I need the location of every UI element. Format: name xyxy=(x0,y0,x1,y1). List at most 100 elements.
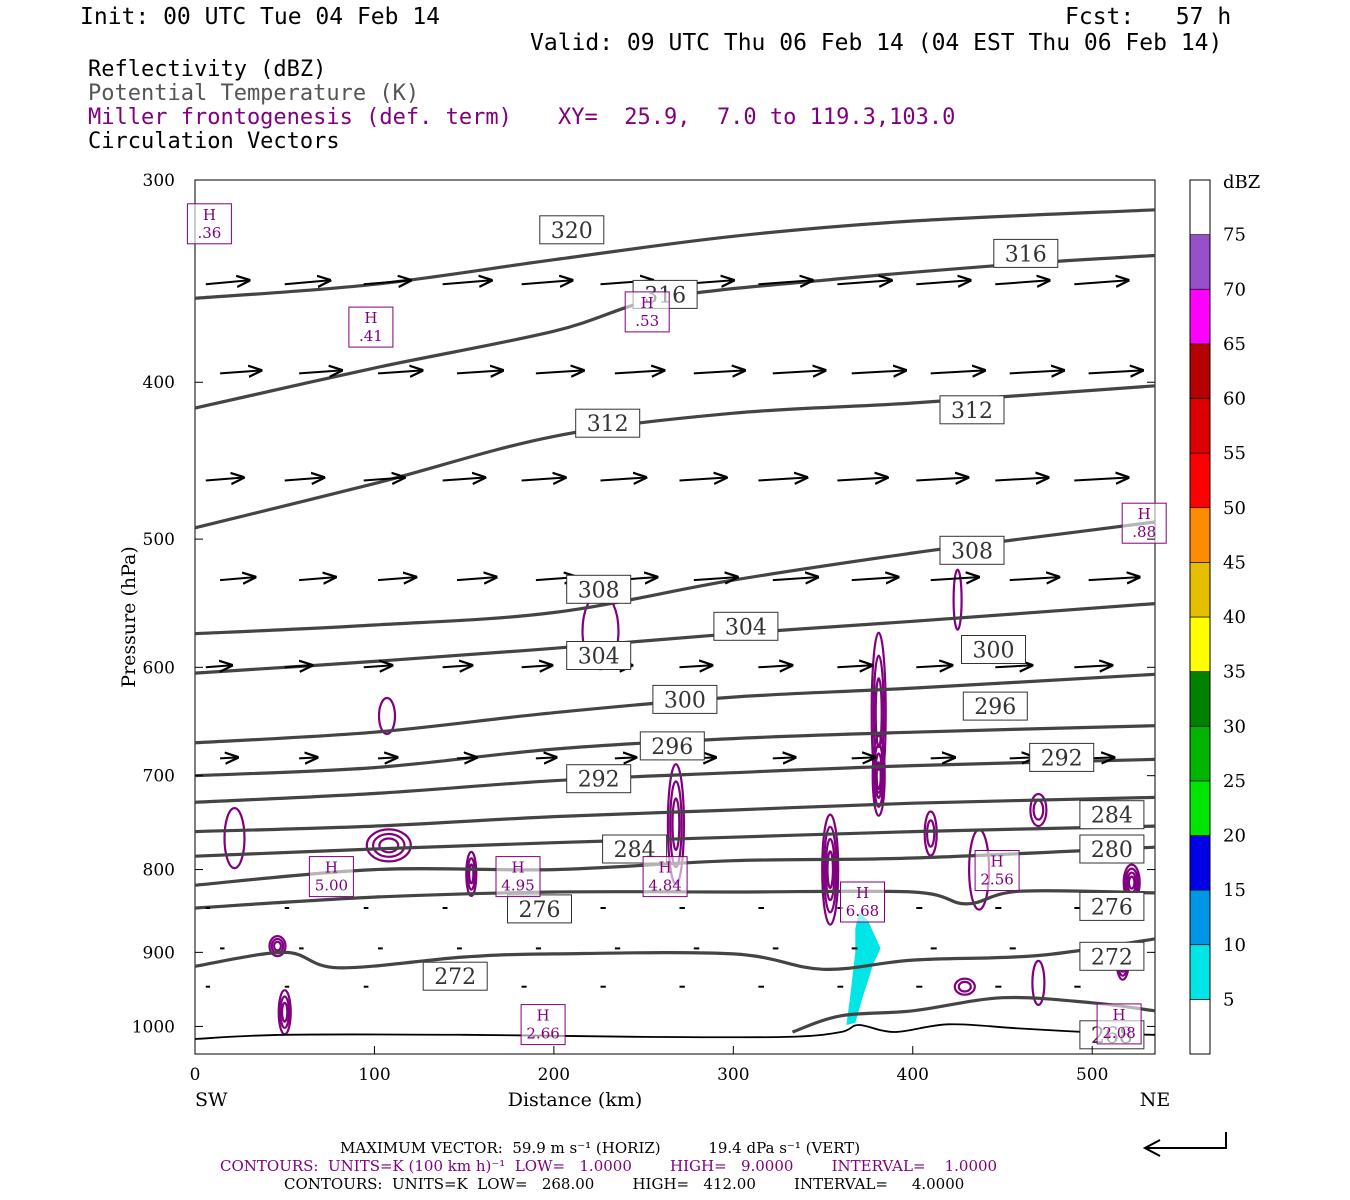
theta-label-312: 312 xyxy=(951,399,993,424)
x-end-label-ne: NE xyxy=(1140,1089,1171,1111)
y-tick-label-1000: 1000 xyxy=(132,1017,175,1037)
circulation-vector xyxy=(916,665,952,667)
colorbar-level-50: 50 xyxy=(1223,498,1246,519)
theta-label-box xyxy=(566,764,632,794)
colorbar-segment xyxy=(1189,507,1211,563)
circulation-vector xyxy=(851,370,906,373)
x-end-label-sw: SW xyxy=(195,1089,228,1111)
frontogenesis-contour-0-0 xyxy=(821,813,840,926)
x-tick-label-100: 100 xyxy=(358,1065,390,1085)
isentrope-288 xyxy=(194,795,1156,834)
colorbar-segment xyxy=(1189,179,1211,235)
theta-label-280: 280 xyxy=(1091,838,1133,863)
maximum-box xyxy=(1096,1003,1142,1045)
x-tick-label-0: 0 xyxy=(190,1065,201,1085)
maximum-box xyxy=(308,856,354,898)
maximum-h-label: H xyxy=(364,309,377,327)
circulation-vector xyxy=(535,370,584,373)
maximum-value-.41: .41 xyxy=(359,327,383,345)
maximum-h-label: H xyxy=(1138,505,1151,523)
circulation-vector xyxy=(220,577,255,580)
circulation-vector xyxy=(916,280,970,284)
circulation-vector xyxy=(1088,370,1143,373)
legend-miller: Miller frontogenesis (def. term) xyxy=(88,105,512,130)
x-tick-label-400: 400 xyxy=(897,1065,929,1085)
frontogenesis-contour-13-0 xyxy=(377,696,397,736)
circulation-vector xyxy=(1009,577,1059,580)
circulation-vector xyxy=(758,478,807,481)
frontogenesis-contour-3-2 xyxy=(671,797,681,852)
colorbar-segment xyxy=(1189,944,1211,1000)
legend-vectors: Circulation Vectors xyxy=(88,129,340,154)
circulation-vector xyxy=(614,370,664,373)
valid-time: Valid: 09 UTC Thu 06 Feb 14 (04 EST Thu … xyxy=(530,30,1223,56)
circulation-vector xyxy=(299,757,317,758)
frontogenesis-contour-10-2 xyxy=(273,940,283,952)
circulation-vector xyxy=(284,665,312,667)
colorbar-segment xyxy=(1189,616,1211,672)
circulation-vector xyxy=(679,478,727,481)
y-tick-label-800: 800 xyxy=(143,861,175,881)
maximum-box xyxy=(624,291,670,333)
colorbar-level-75: 75 xyxy=(1223,225,1246,246)
theta-label-box xyxy=(1079,941,1145,971)
circulation-vector xyxy=(377,757,397,758)
circulation-vector xyxy=(363,665,392,667)
frontogenesis-contour-11-0 xyxy=(465,850,478,898)
isentrope-276 xyxy=(194,889,1156,910)
y-tick-label-600: 600 xyxy=(143,658,175,678)
y-tick-label-400: 400 xyxy=(143,373,175,393)
maximum-h-label: H xyxy=(641,294,654,312)
theta-label-box xyxy=(1029,742,1095,772)
theta-label-box xyxy=(639,731,705,761)
maximum-value-.88: .88 xyxy=(1132,523,1156,541)
theta-label-312: 312 xyxy=(587,412,629,437)
circulation-vector xyxy=(363,478,405,481)
circulation-vector xyxy=(851,757,875,758)
circulation-vector xyxy=(837,280,891,284)
circulation-vector xyxy=(363,280,411,284)
maximum-box xyxy=(840,881,885,923)
circulation-vector xyxy=(930,577,979,580)
maximum-value-2.66: 2.66 xyxy=(526,1025,559,1043)
maximum-h-label: H xyxy=(856,884,869,902)
colorbar-level-65: 65 xyxy=(1223,334,1246,355)
circulation-vector xyxy=(614,757,636,758)
maximum-value-4.84: 4.84 xyxy=(648,877,681,895)
legend-reflectivity: Reflectivity (dBZ) xyxy=(88,57,327,82)
circulation-vector xyxy=(521,478,566,481)
frontogenesis-contour-2-0 xyxy=(871,734,886,817)
frontogenesis-contour-9-1 xyxy=(279,995,291,1029)
legend-xy: XY= 25.9, 7.0 to 119.3,103.0 xyxy=(558,105,956,130)
theta-label-box xyxy=(1079,800,1145,830)
maximum-box xyxy=(642,856,688,898)
frontogenesis-contour-18-1 xyxy=(957,980,972,993)
footer-contours-theta: CONTOURS: UNITS=K LOW= 268.00 HIGH= 412.… xyxy=(284,1175,965,1193)
frontogenesis-contour-9-2 xyxy=(281,1001,289,1023)
colorbar-title: dBZ xyxy=(1223,172,1260,193)
circulation-vector xyxy=(284,280,330,284)
maximum-box xyxy=(186,203,232,245)
theta-label-box xyxy=(652,684,718,714)
frontogenesis-contour-5-2 xyxy=(378,837,400,854)
frontogenesis-contour-15-0 xyxy=(923,810,938,857)
theta-label-304: 304 xyxy=(578,645,620,670)
circulation-vector xyxy=(220,370,261,373)
frontogenesis-contour-15-1 xyxy=(926,819,936,848)
theta-label-box xyxy=(1079,834,1145,864)
circulation-vector xyxy=(1074,478,1128,481)
x-tick-label-200: 200 xyxy=(538,1065,570,1085)
circulation-vector xyxy=(772,757,796,758)
maximum-value-4.95: 4.95 xyxy=(501,877,534,895)
frontogenesis-contour-14-0 xyxy=(223,806,246,870)
x-tick-label-500: 500 xyxy=(1076,1065,1108,1085)
reflectivity-5dbz-region xyxy=(846,912,881,1025)
circulation-vector xyxy=(758,280,812,284)
circulation-vector xyxy=(930,370,985,373)
circulation-vector xyxy=(916,478,968,481)
theta-label-box xyxy=(539,215,605,245)
theta-label-296: 296 xyxy=(651,735,693,760)
surface-pressure-line xyxy=(194,1023,1156,1040)
circulation-vector xyxy=(995,665,1032,667)
circulation-vector xyxy=(1074,665,1112,667)
